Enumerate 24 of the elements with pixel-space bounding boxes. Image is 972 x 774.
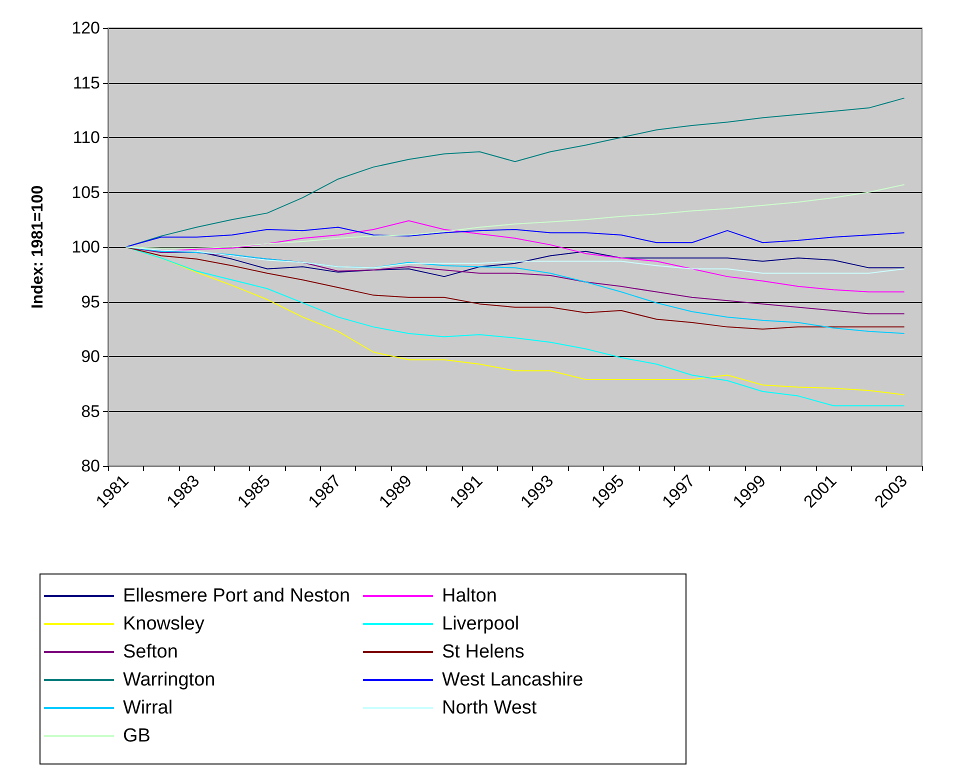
y-tick-label: 120 [72,18,100,38]
legend-label: Ellesmere Port and Neston [123,586,350,606]
y-tick-label: 100 [72,238,100,256]
y-tick-label: 95 [81,292,100,312]
y-tick-label: 110 [72,128,100,147]
legend-label: GB [123,726,150,746]
y-tick-label: 90 [81,347,100,366]
line-series [125,226,905,248]
legend-label: Sefton [123,642,178,662]
line-series [125,184,905,249]
y-axis-title: Index: 1981=100 [30,185,46,309]
line-series [125,98,905,248]
legend-label: St Helens [442,642,524,662]
y-tick-label: 115 [72,73,100,92]
legend-label: Knowsley [123,614,205,634]
legend-label: North West [442,698,538,718]
legend-label: Wirral [123,698,173,718]
legend-label: West Lancashire [442,670,584,690]
legend-label: Halton [442,586,497,606]
y-tick-label: 105 [72,182,100,202]
legend-label: Warrington [123,670,216,690]
legend-label: Liverpool [442,614,520,634]
y-tick-label: 80 [81,456,100,476]
y-tick-label: 85 [81,402,100,421]
